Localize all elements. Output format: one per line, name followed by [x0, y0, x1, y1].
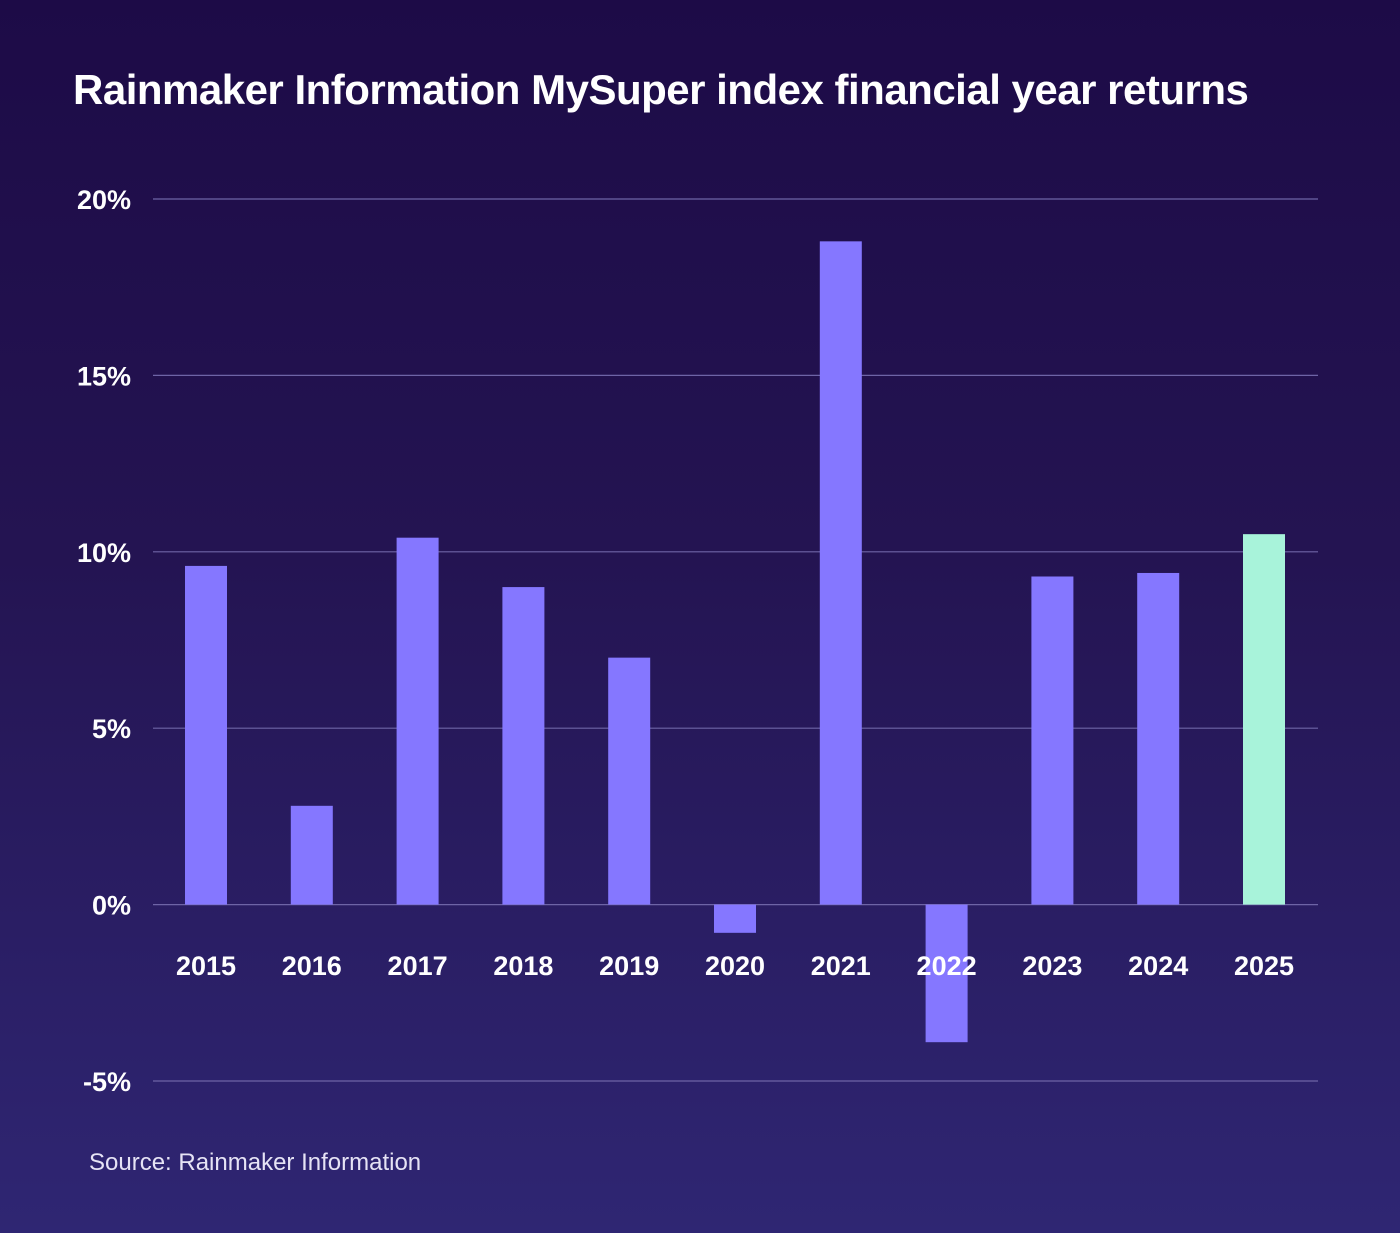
x-tick-label-2023: 2023: [1022, 951, 1082, 981]
chart-title: Rainmaker Information MySuper index fina…: [73, 66, 1249, 113]
bar-2023: [1031, 576, 1074, 905]
x-tick-label-2018: 2018: [493, 951, 553, 981]
bar-2025: [1243, 534, 1285, 905]
bar-2016: [290, 805, 333, 905]
y-tick-label: 20%: [77, 185, 131, 215]
source-note: Source: Rainmaker Information: [89, 1149, 422, 1176]
bar-2022: [925, 904, 968, 1043]
x-tick-label-2021: 2021: [811, 951, 871, 981]
y-tick-label: 10%: [77, 538, 131, 568]
x-axis-tick-labels: 2015 2016 2017 2018 2019 2020 2021 2022 2023 2024…: [176, 951, 1294, 981]
bar-2017: [396, 537, 439, 905]
bars: [185, 241, 1285, 1043]
bar-2020: [714, 904, 756, 933]
y-axis-tick-labels: 20% 15% 10% 5% 0% -5%: [77, 185, 131, 1097]
x-tick-label-2016: 2016: [282, 951, 342, 981]
x-tick-label-2017: 2017: [388, 951, 448, 981]
gridlines: [153, 198, 1318, 1082]
x-tick-label-2025: 2025: [1234, 951, 1294, 981]
x-tick-label-2022: 2022: [917, 951, 977, 981]
bar-2024: [1137, 572, 1180, 905]
bar-2021: [819, 241, 862, 905]
bar-2018: [502, 587, 545, 905]
bar-2019: [608, 657, 651, 905]
y-tick-label: 15%: [77, 361, 131, 391]
x-tick-label-2020: 2020: [705, 951, 765, 981]
y-tick-label: -5%: [83, 1067, 131, 1097]
y-tick-label: 0%: [92, 891, 131, 921]
y-tick-label: 5%: [92, 714, 131, 744]
bar-2015: [185, 565, 227, 905]
x-tick-label-2019: 2019: [599, 951, 659, 981]
x-tick-label-2015: 2015: [176, 951, 236, 981]
x-tick-label-2024: 2024: [1128, 951, 1188, 981]
